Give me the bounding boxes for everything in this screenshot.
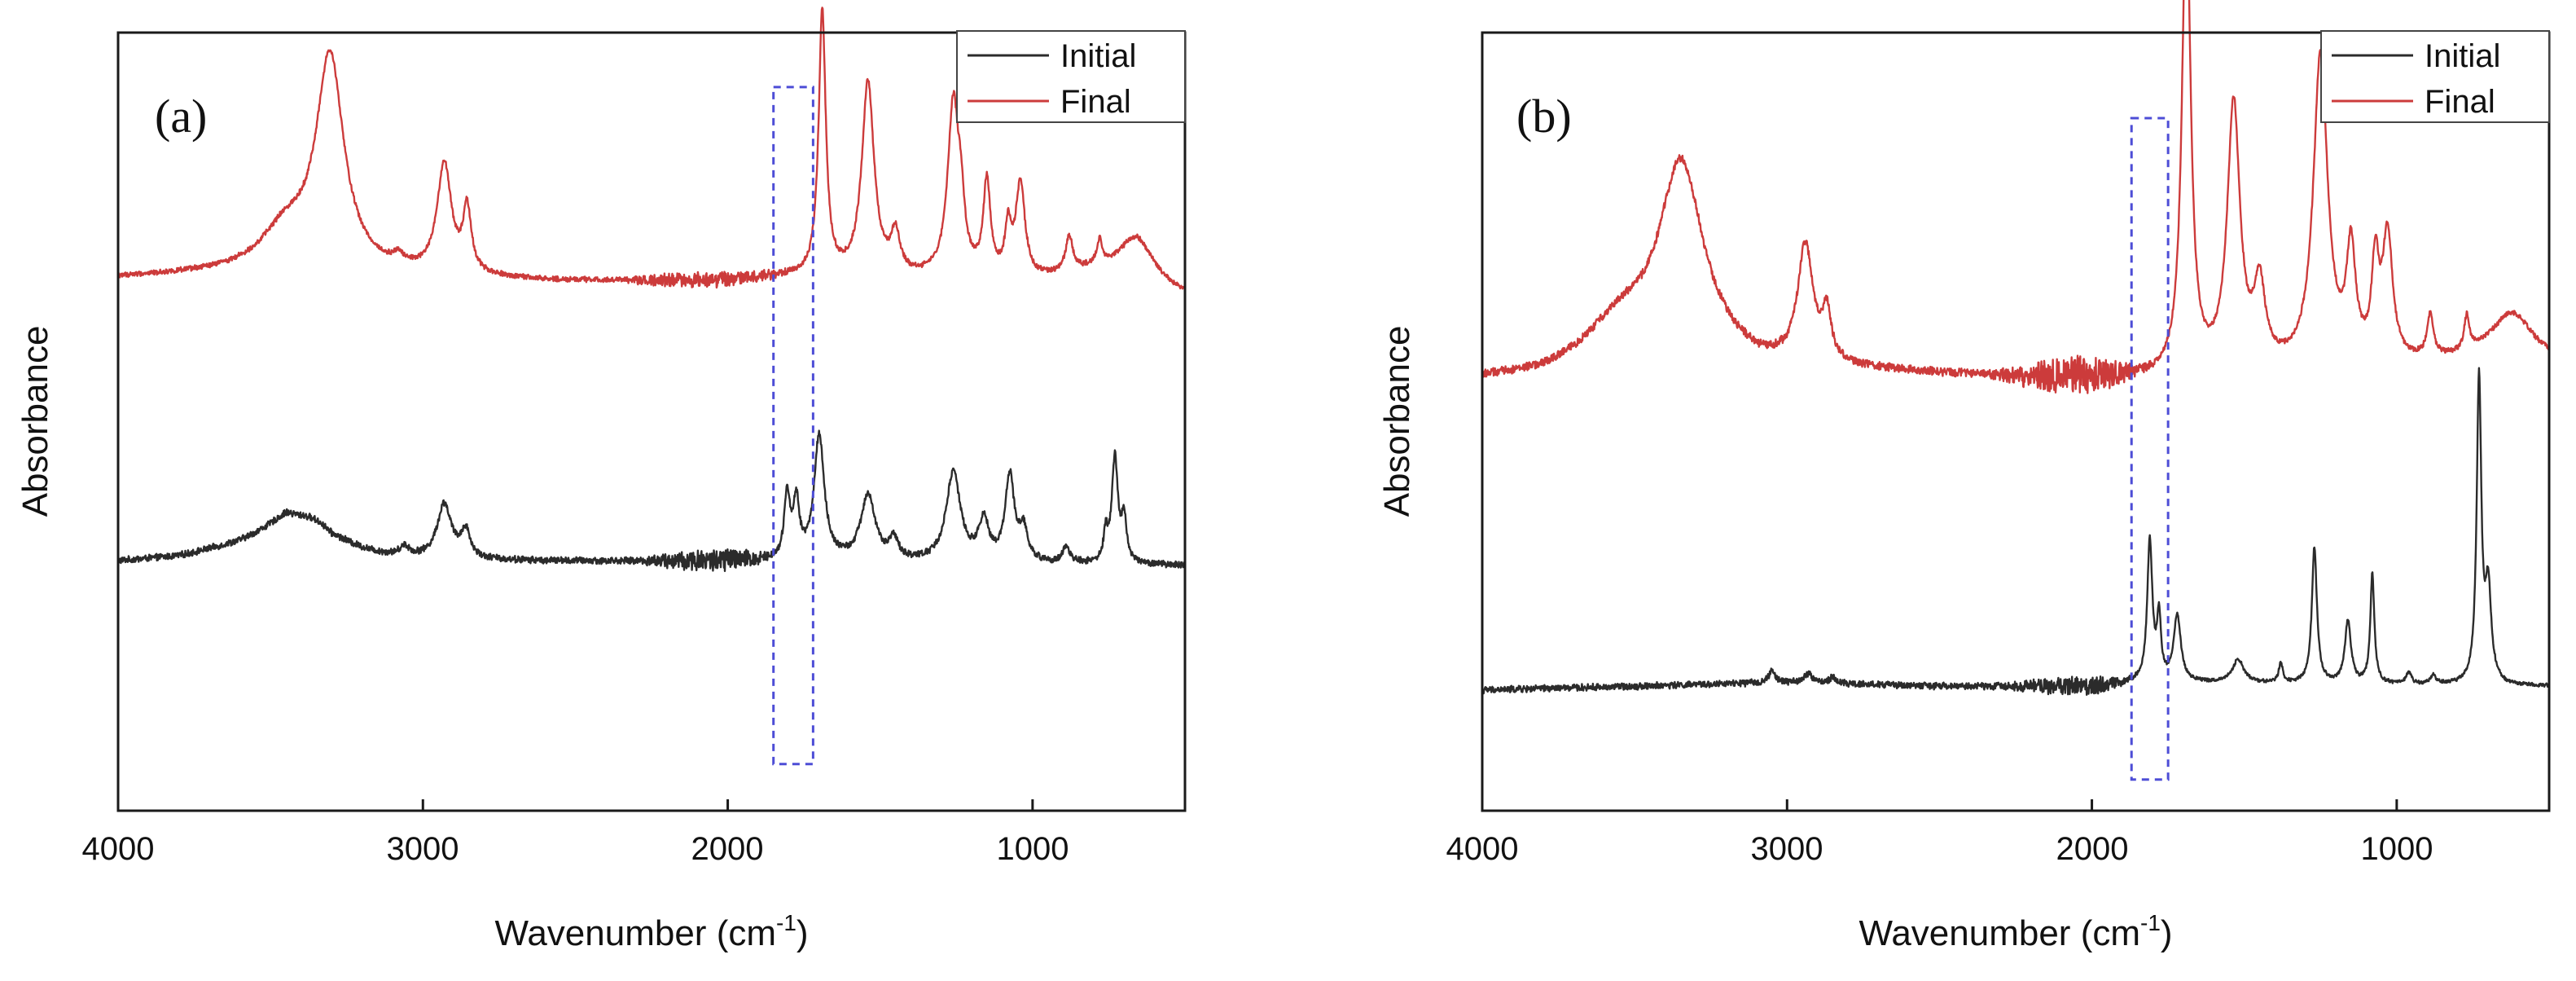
- x-tick-label-a-2000: 2000: [691, 831, 764, 867]
- series-line-b-final: [1481, 0, 2550, 394]
- plot-area-b: [1481, 0, 2550, 781]
- x-tick-label-a-4000: 4000: [82, 831, 155, 867]
- highlight-region-a: [772, 86, 814, 766]
- panel-label-a: (a): [155, 90, 207, 143]
- legend-box-a: [956, 30, 1186, 123]
- x-axis-title-a: Wavenumber (cm-1): [494, 910, 808, 953]
- y-axis-title-a: Absorbance: [15, 326, 55, 517]
- series-line-a-final: [116, 7, 1186, 290]
- legend-label-b-initial: Initial: [2425, 38, 2500, 74]
- x-axis-title-b: Wavenumber (cm-1): [1858, 910, 2172, 953]
- panel-label-b: (b): [1516, 90, 1572, 143]
- axes-frame-b: [1481, 31, 2551, 812]
- x-axis-title-b-sup: -1: [2140, 910, 2161, 935]
- x-tick-label-b-2000: 2000: [2056, 831, 2129, 867]
- legend-label-a-final: Final: [1060, 84, 1131, 120]
- x-axis-title-b-close: ): [2161, 913, 2173, 953]
- x-tick-label-a-1000: 1000: [997, 831, 1069, 867]
- series-line-a-initial: [117, 429, 1186, 573]
- x-axis-title-b-main: Wavenumber (cm: [1858, 913, 2140, 953]
- highlight-region-b: [2130, 117, 2170, 781]
- legend-box-b: [2320, 30, 2550, 123]
- panel-b: 4000 3000 2000 1000 Wavenumber (cm-1) Ab…: [1377, 0, 2551, 953]
- legend-label-b-final: Final: [2425, 84, 2495, 120]
- panel-a: 4000 3000 2000 1000 Wavenumber (cm-1) Ab…: [15, 7, 1187, 953]
- x-axis-title-a-main: Wavenumber (cm: [494, 913, 776, 953]
- x-tick-label-b-3000: 3000: [1751, 831, 1823, 867]
- y-axis-title-b: Absorbance: [1377, 326, 1417, 517]
- x-ticks-b: [1481, 799, 2398, 811]
- legend-a: Initial Final: [956, 30, 1186, 123]
- series-line-b-initial: [1481, 367, 2550, 696]
- x-tick-label-b-1000: 1000: [2361, 831, 2433, 867]
- x-axis-title-a-sup: -1: [776, 910, 796, 935]
- plot-area-a: [116, 7, 1186, 766]
- x-tick-label-b-4000: 4000: [1446, 831, 1519, 867]
- legend-b: Initial Final: [2320, 30, 2550, 123]
- x-ticks-a: [116, 799, 1034, 811]
- x-tick-label-a-3000: 3000: [387, 831, 459, 867]
- axes-frame-a: [116, 31, 1187, 812]
- legend-label-a-initial: Initial: [1060, 38, 1136, 74]
- x-axis-title-a-close: ): [796, 913, 809, 953]
